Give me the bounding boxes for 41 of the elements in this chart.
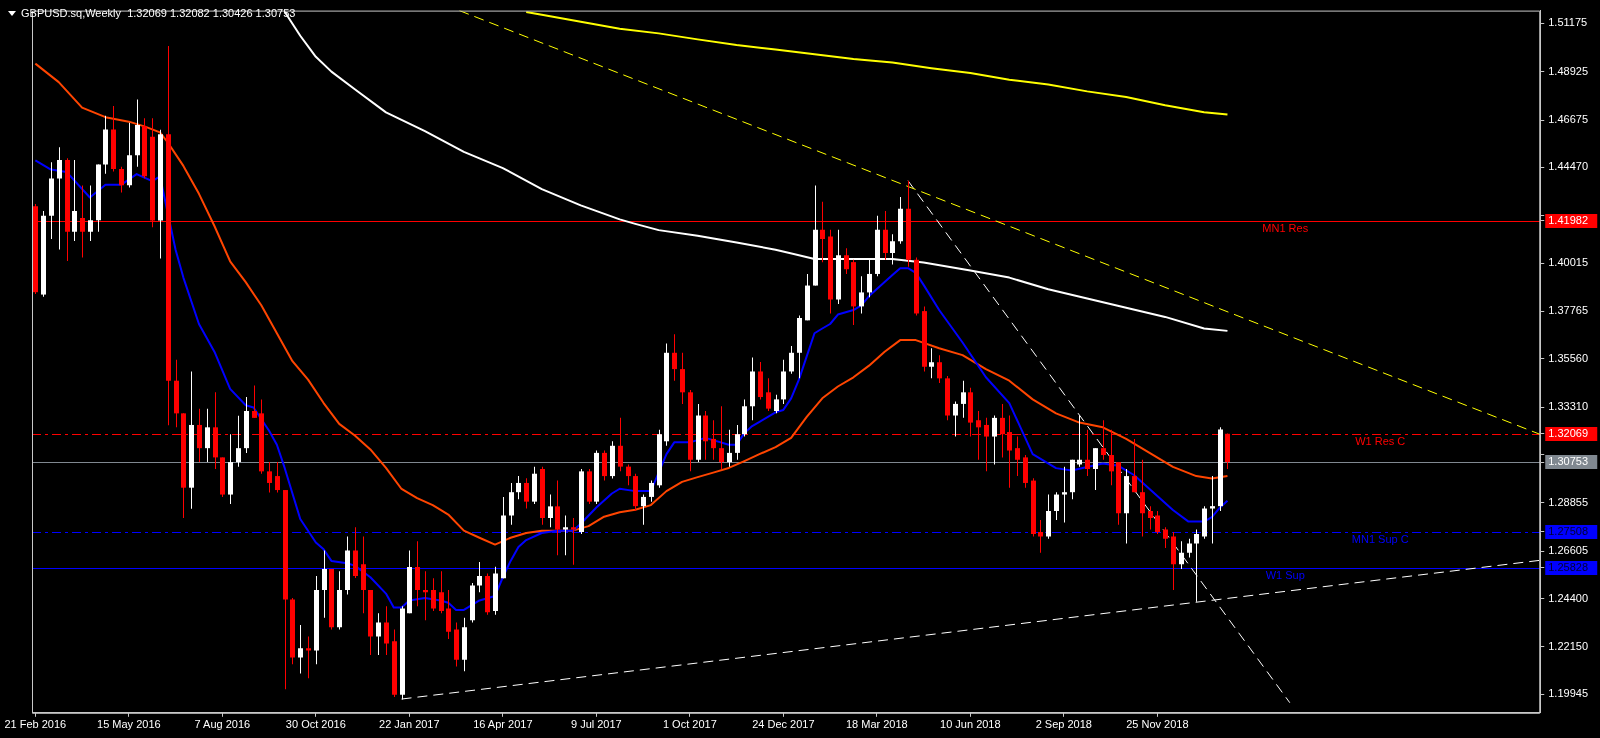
candlestick [571,517,576,565]
x-tick-label: 25 Nov 2018 [1126,718,1189,731]
y-tick-label: 1.25828 [1548,560,1588,573]
x-tick-label: 10 Jun 2018 [940,718,1001,731]
y-tick-label: 1.22150 [1548,639,1588,652]
y-tick-label: 1.37765 [1548,304,1588,317]
y-tick-label: 1.32069 [1548,426,1588,439]
y-tick-label: 1.35560 [1548,351,1588,364]
ref-line-label: MN1 Sup C [1351,532,1409,545]
y-tick-label: 1.44470 [1548,160,1588,173]
x-tick-label: 18 Mar 2018 [845,718,908,731]
y-tick-label: 1.28855 [1548,495,1588,508]
y-tick-label: 1.19945 [1548,687,1588,700]
x-tick-label: 2 Sep 2018 [1035,718,1092,731]
y-tick-label: 1.51175 [1548,16,1588,29]
x-tick-label: 15 May 2016 [97,718,161,731]
y-tick-label: 1.24400 [1548,591,1588,604]
ref-line-label: W1 Sup [1265,568,1305,581]
y-tick-label: 1.40015 [1548,256,1588,269]
y-tick-label: 1.41982 [1548,213,1588,226]
y-tick-label: 1.46675 [1548,113,1588,126]
y-tick-label: 1.48925 [1548,64,1588,77]
ref-line-label: W1 Res C [1355,434,1406,447]
y-tick-label: 1.26605 [1548,544,1588,557]
candlestick [306,636,311,679]
x-tick-label: 22 Jan 2017 [379,718,440,731]
y-tick-label: 1.27508 [1548,524,1588,537]
y-tick-label: 1.33310 [1548,400,1588,413]
x-tick-label: 30 Oct 2016 [285,718,346,731]
x-tick-label: 7 Aug 2016 [194,718,251,731]
x-tick-label: 1 Oct 2017 [662,718,717,731]
candlestick [1210,476,1215,544]
y-tick-label: 1.30753 [1548,455,1588,468]
chart-title: GBPUSD.sq,Weekly 1.32069 1.32082 1.30426 1.30753 [21,7,296,19]
x-tick-label: 16 Apr 2017 [473,718,533,731]
candlestick [563,515,568,556]
x-tick-label: 21 Feb 2016 [4,718,67,731]
x-tick-label: 9 Jul 2017 [570,718,622,731]
candlestick [1062,466,1067,523]
x-tick-label: 24 Dec 2017 [752,718,815,731]
ref-line-label: MN1 Res [1262,221,1309,234]
